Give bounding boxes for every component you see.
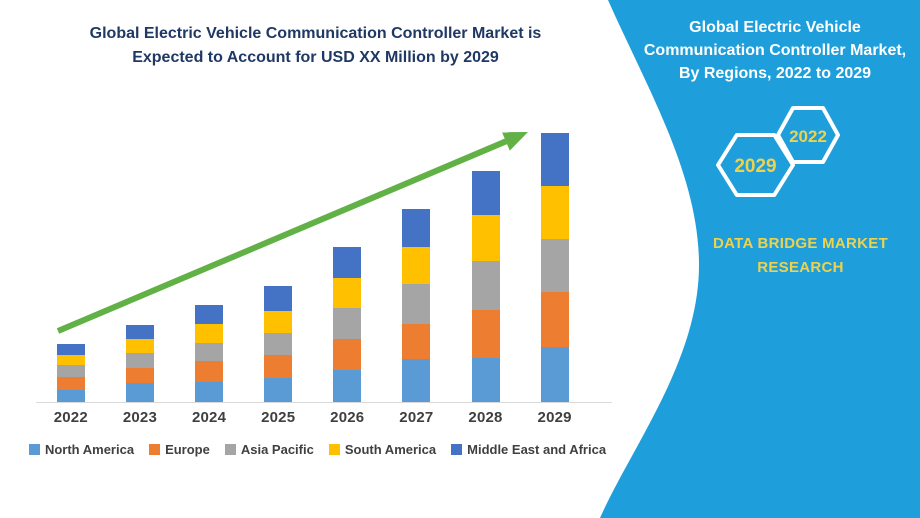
x-axis-line xyxy=(36,402,612,403)
legend-item-europe: Europe xyxy=(149,442,210,457)
page-title-line1: Global Electric Vehicle Communication Co… xyxy=(89,25,542,42)
segment-asia-pacific xyxy=(195,342,224,362)
x-axis-label-2027: 2027 xyxy=(399,409,434,426)
bar-2025 xyxy=(264,285,293,402)
segment-europe xyxy=(125,367,154,384)
segment-south-america xyxy=(471,214,500,262)
legend: North America Europe Asia Pacific South Ame… xyxy=(28,442,606,457)
segment-north-america xyxy=(402,358,431,402)
segment-asia-pacific xyxy=(125,352,154,368)
legend-label: North America xyxy=(44,442,135,457)
bar-2022 xyxy=(56,344,85,402)
legend-swatch-icon xyxy=(328,444,340,455)
segment-middle-east-and-africa xyxy=(56,344,85,355)
legend-swatch-icon xyxy=(224,444,236,455)
segment-asia-pacific xyxy=(540,238,569,293)
segment-south-america xyxy=(540,186,569,239)
side-panel-shape xyxy=(600,0,920,518)
brand-text: DATA BRIDGE MARKET RESEARCH xyxy=(712,235,889,276)
segment-south-america xyxy=(195,323,224,343)
x-axis-label-2022: 2022 xyxy=(53,409,88,426)
segment-south-america xyxy=(402,247,431,284)
segment-middle-east-and-africa xyxy=(264,285,293,312)
segment-south-america xyxy=(264,311,293,333)
legend-item-south-america: South America xyxy=(328,442,437,457)
segment-middle-east-and-africa xyxy=(402,209,431,248)
segment-north-america xyxy=(56,389,85,402)
hexagon-2022-label: 2022 xyxy=(789,127,827,146)
segment-asia-pacific xyxy=(402,283,431,324)
bar-2027 xyxy=(402,209,431,402)
segment-middle-east-and-africa xyxy=(125,324,154,339)
legend-label: Europe xyxy=(165,442,210,457)
legend-swatch-icon xyxy=(451,444,463,455)
hexagon-2029: 2029 xyxy=(716,133,795,197)
segment-middle-east-and-africa xyxy=(471,171,500,215)
segment-north-america xyxy=(333,369,362,402)
x-axis-label-2024: 2024 xyxy=(191,409,227,426)
x-axis-label-2025: 2025 xyxy=(261,409,296,426)
segment-asia-pacific xyxy=(56,364,85,378)
x-axis-label-2023: 2023 xyxy=(122,409,157,426)
legend-swatch-icon xyxy=(149,444,161,455)
segment-middle-east-and-africa xyxy=(333,247,362,278)
x-axis-label-2028: 2028 xyxy=(468,409,503,426)
x-axis-label-2026: 2026 xyxy=(330,409,365,426)
segment-middle-east-and-africa xyxy=(195,305,224,324)
segment-south-america xyxy=(125,338,154,353)
segment-europe xyxy=(540,292,569,347)
segment-north-america xyxy=(195,381,224,402)
bar-2029 xyxy=(540,133,569,402)
segment-europe xyxy=(264,354,293,378)
segment-north-america xyxy=(264,377,293,402)
segment-europe xyxy=(195,361,224,382)
hexagon-2029-label: 2029 xyxy=(734,156,776,177)
segment-south-america xyxy=(333,278,362,308)
segment-north-america xyxy=(540,346,569,402)
legend-label: South America xyxy=(344,442,437,457)
legend-label: Asia Pacific xyxy=(240,442,314,457)
legend-swatch-icon xyxy=(28,444,40,455)
segment-north-america xyxy=(471,357,500,402)
legend-item-asia-pacific: Asia Pacific xyxy=(224,442,314,457)
legend-item-middle-east-and-africa: Middle East and Africa xyxy=(451,442,606,457)
segment-europe xyxy=(333,338,362,370)
segment-middle-east-and-africa xyxy=(540,133,569,187)
bar-2026 xyxy=(333,247,362,402)
segment-north-america xyxy=(125,383,154,402)
bar-2023 xyxy=(125,324,154,403)
side-panel-title: Global Electric Vehicle Communication Co… xyxy=(643,19,907,82)
bar-2024 xyxy=(195,305,224,402)
bar-2028 xyxy=(471,171,500,402)
legend-item-north-america: North America xyxy=(28,442,135,457)
segment-europe xyxy=(402,323,431,359)
x-axis-label-2029: 2029 xyxy=(537,409,572,426)
segment-europe xyxy=(56,377,85,390)
segment-europe xyxy=(471,309,500,358)
hexagon-2022: 2022 xyxy=(776,106,840,164)
segment-asia-pacific xyxy=(471,261,500,310)
legend-label: Middle East and Africa xyxy=(467,442,607,457)
segment-asia-pacific xyxy=(264,332,293,355)
segment-south-america xyxy=(56,354,85,365)
page-title: Global Electric Vehicle Communication Co… xyxy=(28,22,603,70)
page-title-line2: Expected to Account for USD XX Million b… xyxy=(132,49,499,66)
segment-asia-pacific xyxy=(333,308,362,339)
